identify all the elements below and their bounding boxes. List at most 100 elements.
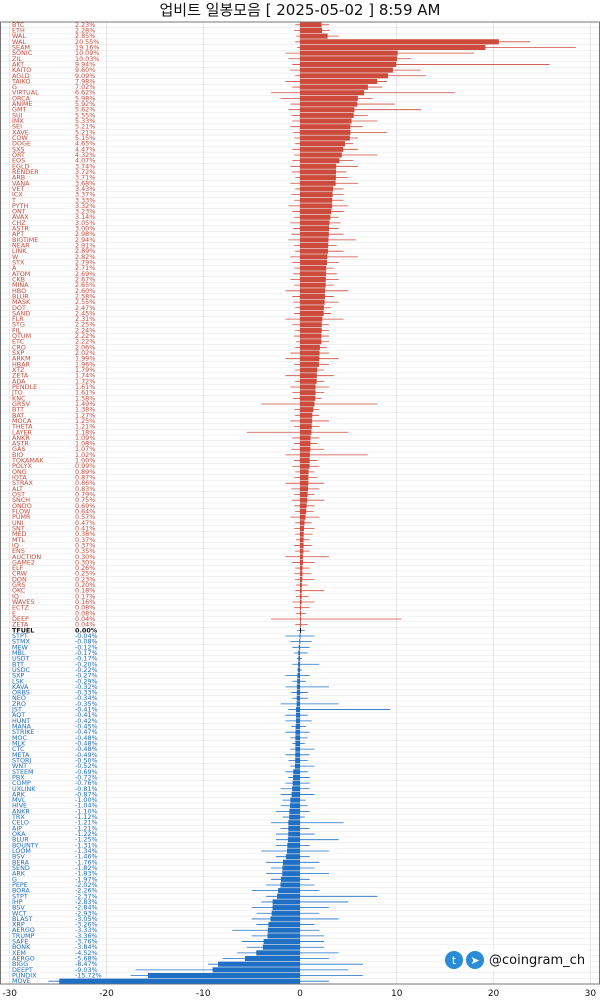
bar [300,214,331,220]
row-percent: 0.08% [75,604,95,612]
row-label: HBAR [12,360,31,368]
row-percent: -15.72% [75,972,102,980]
row-label: AQT [12,711,25,719]
bar [300,39,499,45]
row-label: BAT [12,411,24,419]
row-label: WAL [12,38,26,46]
bar [300,209,332,215]
row-percent: 0.08% [75,609,95,617]
bar [287,842,300,848]
bar [300,118,352,124]
row-percent: -0.12% [75,643,98,651]
row-percent: 3.72% [75,168,95,176]
row-label: XAVE [12,128,29,136]
row-percent: 2.25% [75,321,95,329]
row-label: JST [11,706,22,714]
bar [268,922,300,928]
row-percent: -2.02% [75,881,98,889]
row-percent: 5.92% [75,100,95,108]
row-percent: 0.25% [75,570,95,578]
bar [300,90,365,96]
row-percent: 0.30% [75,558,95,566]
row-label: WCT [12,909,27,917]
bar [298,650,300,656]
row-label: EGLD [12,162,30,170]
bar [300,588,302,594]
row-label: AIP [12,824,22,832]
bar [300,61,397,67]
row-label: CELO [12,819,29,827]
row-percent: -0.27% [75,672,98,680]
row-percent: 10.09% [75,49,99,57]
bar [300,361,319,367]
bar [300,27,323,34]
row-label: UXLINK [12,785,36,793]
row-label: XTZ [12,366,25,374]
row-percent: 0.30% [75,553,95,561]
bar [147,972,300,979]
row-percent: -1.97% [75,875,98,883]
row-percent: 1.21% [75,423,95,431]
bar [300,554,303,560]
row-label: WAVES [12,598,34,606]
row-label: GAME2 [12,558,35,566]
bar [300,50,398,56]
row-label: WAL [12,32,26,40]
row-percent: -1.12% [75,813,98,821]
bar [300,254,328,260]
bar [300,112,354,118]
row-label: MASK [12,298,31,306]
row-percent: 4.32% [75,151,95,159]
row-label: BORA [12,887,30,895]
row-percent: 2.67% [75,275,95,283]
bar [300,622,301,628]
row-label: BTT [12,660,24,668]
row-label: BLUR [12,836,29,844]
bar [300,384,316,390]
bar [300,288,326,294]
bar [300,480,309,486]
bar [300,84,368,90]
row-percent: 2.98% [75,230,95,238]
row-percent: 2.55% [75,298,95,306]
bar [300,327,322,333]
row-label: VANA [12,179,30,187]
row-percent: -0.41% [75,711,98,719]
row-label: AGLD [12,72,30,80]
row-label: IMX [12,117,24,125]
bar [300,559,303,565]
bar [300,124,351,130]
bar [300,220,330,226]
row-percent: 2.31% [75,315,95,323]
x-tick-label: 30 [585,989,597,999]
row-label: QTUM [12,332,31,340]
row-label: STORJ [12,756,31,764]
bar [295,740,300,747]
row-percent: 2.28% [75,26,95,34]
row-percent: -0.17% [75,655,98,663]
x-tick-label: 0 [297,989,303,999]
bar [300,407,314,413]
row-label: MOVE [12,977,31,985]
row-percent: 5.98% [75,94,95,102]
row-percent: -3.26% [75,921,98,929]
row-percent: -1.46% [75,853,98,861]
bar [300,101,358,107]
bar [299,639,301,645]
row-label: BERA [12,858,30,866]
row-label: STMX [12,638,30,646]
bar [300,378,317,384]
bar [262,944,300,950]
row-label: TFUEL [12,626,34,634]
row-percent: -0.81% [75,785,98,793]
bar [300,22,322,28]
bar [300,226,330,232]
row-label: HIVE [12,802,27,810]
row-label: CHZ [12,219,26,227]
row-label: GMT [12,106,26,114]
row-label: STRAX [12,479,34,487]
row-percent: -0.45% [75,723,98,731]
bar [287,848,300,854]
row-percent: 0.04% [75,615,95,623]
